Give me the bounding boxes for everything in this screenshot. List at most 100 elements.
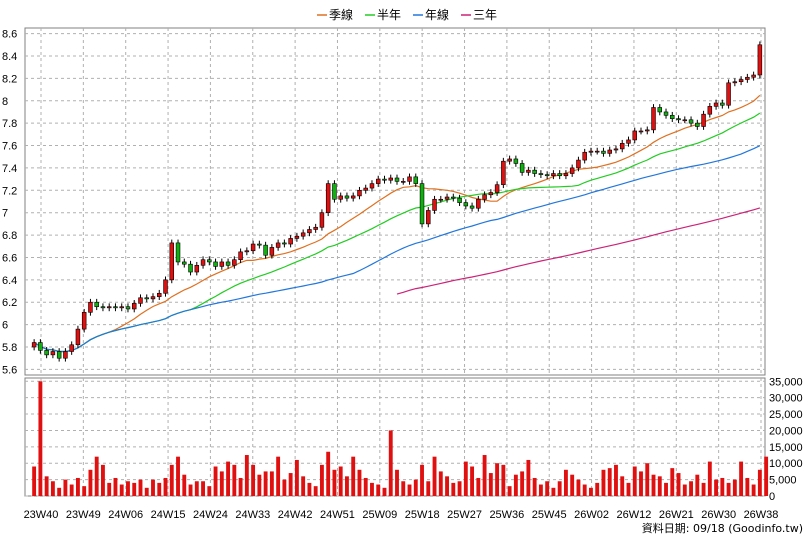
candlestick [538,170,544,178]
price-tick-label: 7.4 [2,163,17,175]
volume-panel: 0 5,000 10,000 15,000 20,000 25,000 30,000 35,0… [24,376,803,503]
candlestick [213,258,218,270]
volume-bar [707,461,712,496]
volume-bar [257,474,262,496]
candlestick [526,166,531,176]
candlestick [113,303,118,312]
candlestick [332,180,337,203]
volume-bar [582,484,587,496]
candlestick [695,119,700,130]
candlestick [607,146,612,157]
price-tick-label: 7.8 [2,118,17,130]
candlestick [88,298,93,316]
legend-item: 半年 [365,8,401,22]
candlestick [219,258,225,270]
candlestick [751,71,756,81]
volume-bar [188,484,193,496]
x-axis-label: 26W02 [574,509,609,521]
candlestick [200,256,206,269]
candlestick [194,261,200,276]
candlestick [682,116,688,124]
volume-bar [507,486,512,496]
candlestick [451,193,456,202]
candlestick [319,209,325,231]
candlestick [507,155,512,165]
volume-bar [538,484,543,496]
volume-bar [251,464,256,496]
candlestick [325,180,331,217]
volume-bar [720,477,725,496]
volume-bar [420,464,424,496]
price-tick-label: 6.4 [2,275,17,287]
candlestick [106,303,112,312]
price-tick-label: 6.8 [2,230,17,242]
x-axis-label: 23W49 [66,509,101,521]
volume-bar [470,466,475,496]
candlestick [338,192,343,203]
volume-tick-label: 10,000 [769,458,803,470]
candlestick [31,339,37,351]
volume-bar [551,487,556,496]
candlestick [125,303,131,313]
candlestick [394,174,400,185]
x-axis-label: 24W51 [320,509,355,521]
volume-bar [576,479,581,496]
candlestick [701,110,706,130]
volume-bar [75,477,80,496]
volume-bar [676,473,681,496]
volume-bar [457,481,462,496]
candlestick [388,174,393,184]
x-axis-label: 26W12 [617,509,652,521]
volume-bar [88,469,93,496]
candlestick [582,148,587,164]
price-tick-label: 8 [2,96,8,108]
volume-bar [157,482,162,496]
volume-bar [401,481,406,496]
candlestick [375,175,381,187]
legend-label: 半年 [377,8,401,22]
volume-bar [726,482,731,496]
volume-bar [626,482,631,496]
volume-bar [732,479,737,496]
candlestick [131,300,137,313]
volume-bar [632,466,637,496]
volume-bar [194,481,199,496]
candlestick [119,303,124,312]
volume-bar [495,463,500,496]
volume-bar [94,456,99,496]
candlestick [275,239,281,251]
volume-bar [219,471,224,496]
volume-bar [764,456,769,496]
volume-bar [532,477,537,496]
volume-bar [370,482,374,496]
volume-bar [488,473,493,496]
candlestick [94,298,99,311]
candlestick [557,170,562,180]
candlestick [144,294,149,303]
x-axis-labels: 23W40 23W49 24W06 24W15 24W24 24W33 24W42 24W51… [24,509,779,521]
candlestick [426,207,431,228]
volume-bar [44,476,49,496]
price-tick-label: 6.6 [2,252,17,264]
candlestick [732,78,738,87]
volume-bar [151,479,155,496]
candlestick [713,99,719,110]
x-axis-label: 24W24 [193,509,228,521]
candlestick [269,244,275,259]
candlestick [307,226,312,237]
volume-bar [701,482,706,496]
volume-bar [657,476,662,496]
candlestick [563,170,569,180]
volume-bar [307,482,312,496]
price-panel: 5.6 5.8 6 6.2 6.4 6.6 6.8 7 7.2 7.4 7.6 7.8 8 8.2 8.4 8… [2,27,766,376]
candlestick [344,192,350,202]
x-axis-label: 24W15 [151,509,186,521]
volume-bar [357,469,362,496]
volume-bar [757,469,762,496]
volume-bar [438,471,443,496]
candlestick [163,276,168,297]
volume-tick-label: 20,000 [769,425,803,437]
candlestick [457,194,462,206]
volume-bar [413,479,418,496]
